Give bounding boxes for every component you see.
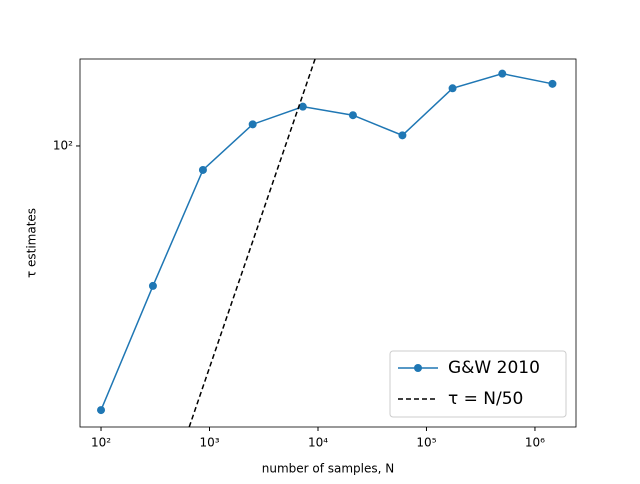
x-tick-label: 10²: [91, 436, 111, 450]
x-tick-label: 10⁵: [416, 436, 436, 450]
y-axis-label: τ estimates: [25, 208, 39, 278]
series-line: [100, 72, 553, 411]
x-tick-label: 10⁶: [525, 436, 545, 450]
x-axis-label: number of samples, N: [262, 462, 395, 476]
plot-area: [97, 59, 557, 427]
legend-label: G&W 2010: [448, 358, 540, 378]
data-point: [348, 111, 357, 120]
data-point: [548, 79, 557, 88]
data-point: [198, 165, 207, 174]
data-point: [498, 69, 507, 78]
data-point: [248, 120, 257, 129]
legend-marker: [414, 364, 422, 372]
series-line: [188, 59, 316, 427]
data-point: [97, 406, 106, 415]
x-tick-label: 10³: [199, 436, 219, 450]
y-tick-label: 10²: [53, 138, 73, 152]
data-point: [298, 102, 307, 111]
data-point: [148, 281, 157, 290]
data-point: [398, 131, 407, 140]
legend-label: τ = N/50: [448, 389, 523, 409]
x-tick-label: 10⁴: [308, 436, 328, 450]
data-point: [448, 84, 457, 93]
axes-frame: [79, 58, 577, 428]
